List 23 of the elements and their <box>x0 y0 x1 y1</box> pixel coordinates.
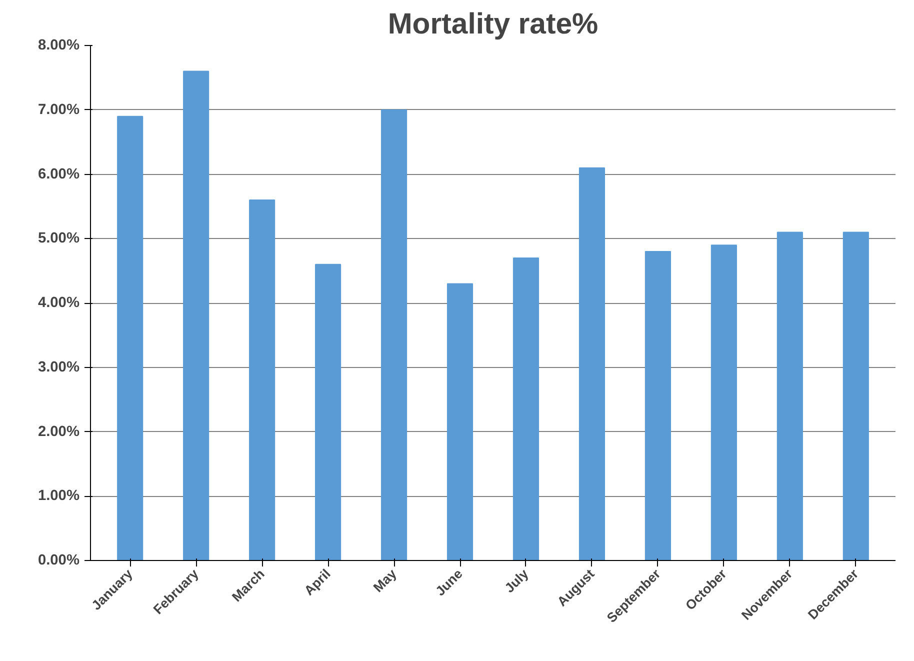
bar <box>578 167 606 560</box>
y-tick-label: 1.00% <box>38 488 80 504</box>
bar <box>644 251 671 560</box>
bar <box>249 200 276 560</box>
chart-title: Mortality rate% <box>388 8 598 40</box>
bar <box>315 264 342 560</box>
bar <box>512 257 540 560</box>
y-tick-label: 3.00% <box>38 359 80 376</box>
y-tick-label: 5.00% <box>38 230 80 247</box>
bar <box>380 109 408 560</box>
bar <box>117 116 144 560</box>
bar <box>710 244 737 560</box>
y-tick-label: 6.00% <box>38 166 80 182</box>
bar <box>183 70 210 560</box>
y-tick-label: 7.00% <box>38 102 80 118</box>
bar <box>776 232 803 560</box>
x-tick-label: July <box>502 566 532 596</box>
bar <box>446 283 474 560</box>
y-tick-label: 0.00% <box>38 552 80 568</box>
y-tick-label: 4.00% <box>38 295 80 311</box>
y-tick-label: 8.00% <box>38 38 80 54</box>
y-tick-label: 2.00% <box>38 424 80 440</box>
bar <box>842 232 869 560</box>
